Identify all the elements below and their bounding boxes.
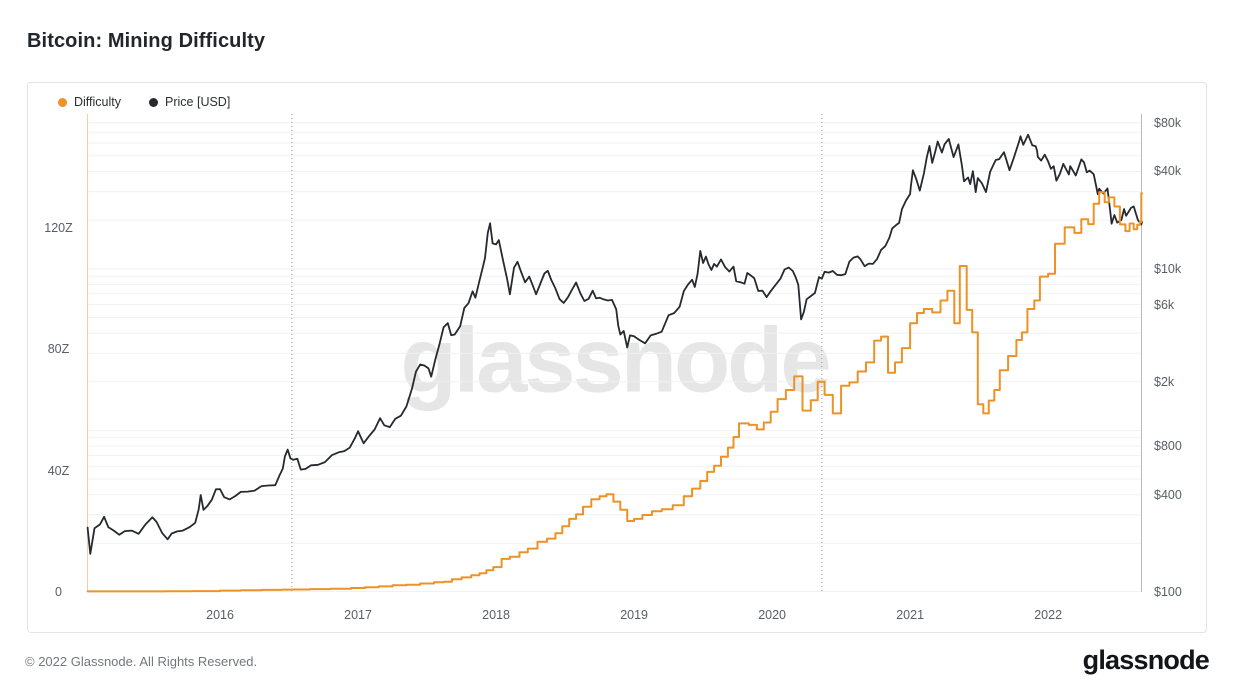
- copyright-text: © 2022 Glassnode. All Rights Reserved.: [25, 654, 258, 669]
- right-axis-tick-$400: $400: [1154, 487, 1182, 502]
- right-axis-tick-$800: $800: [1154, 439, 1182, 454]
- page-title: Bitcoin: Mining Difficulty: [27, 30, 266, 52]
- difficulty-series-dot-icon: [58, 97, 67, 107]
- left-axis-tick-120Z: 120Z: [44, 221, 73, 236]
- chart-card: Difficulty Price [USD] glassnode 0 40Z 80Z…: [27, 82, 1207, 633]
- right-axis-tick-$2k: $2k: [1154, 374, 1175, 389]
- right-axis-tick-$100: $100: [1154, 585, 1182, 599]
- glassnode-logo: glassnode: [1082, 645, 1210, 675]
- right-axis-tick-$40k: $40k: [1154, 164, 1182, 179]
- left-axis-tick-80Z: 80Z: [47, 342, 70, 357]
- x-axis-tick-2019: 2019: [620, 608, 648, 622]
- legend-item-price[interactable]: Price [USD]: [149, 95, 230, 109]
- x-axis-tick-2016: 2016: [206, 608, 234, 622]
- x-axis-tick-2017: 2017: [344, 608, 372, 622]
- series-line-difficulty: [86, 191, 1143, 593]
- price-series-dot-icon: [149, 97, 159, 107]
- legend-item-difficulty[interactable]: Difficulty: [58, 95, 121, 109]
- chart-canvas[interactable]: [86, 114, 1143, 593]
- right-axis-tick-$6k: $6k: [1154, 297, 1175, 312]
- legend-label-difficulty: Difficulty: [74, 95, 122, 109]
- legend-label-price: Price [USD]: [165, 95, 231, 109]
- series-line-price-usd-: [86, 133, 1143, 555]
- x-axis-tick-2018: 2018: [482, 608, 510, 622]
- right-axis-tick-$10k: $10k: [1154, 261, 1182, 276]
- x-axis-tick-2020: 2020: [758, 608, 787, 622]
- plot-area[interactable]: glassnode: [86, 114, 1143, 593]
- x-axis-tick-2022: 2022: [1034, 608, 1063, 622]
- left-axis-tick-0: 0: [55, 585, 62, 599]
- chart-legend: Difficulty Price [USD]: [58, 94, 258, 110]
- x-axis-tick-2021: 2021: [896, 608, 925, 622]
- left-axis-tick-40Z: 40Z: [47, 463, 70, 478]
- right-axis-tick-$80k: $80k: [1154, 115, 1182, 130]
